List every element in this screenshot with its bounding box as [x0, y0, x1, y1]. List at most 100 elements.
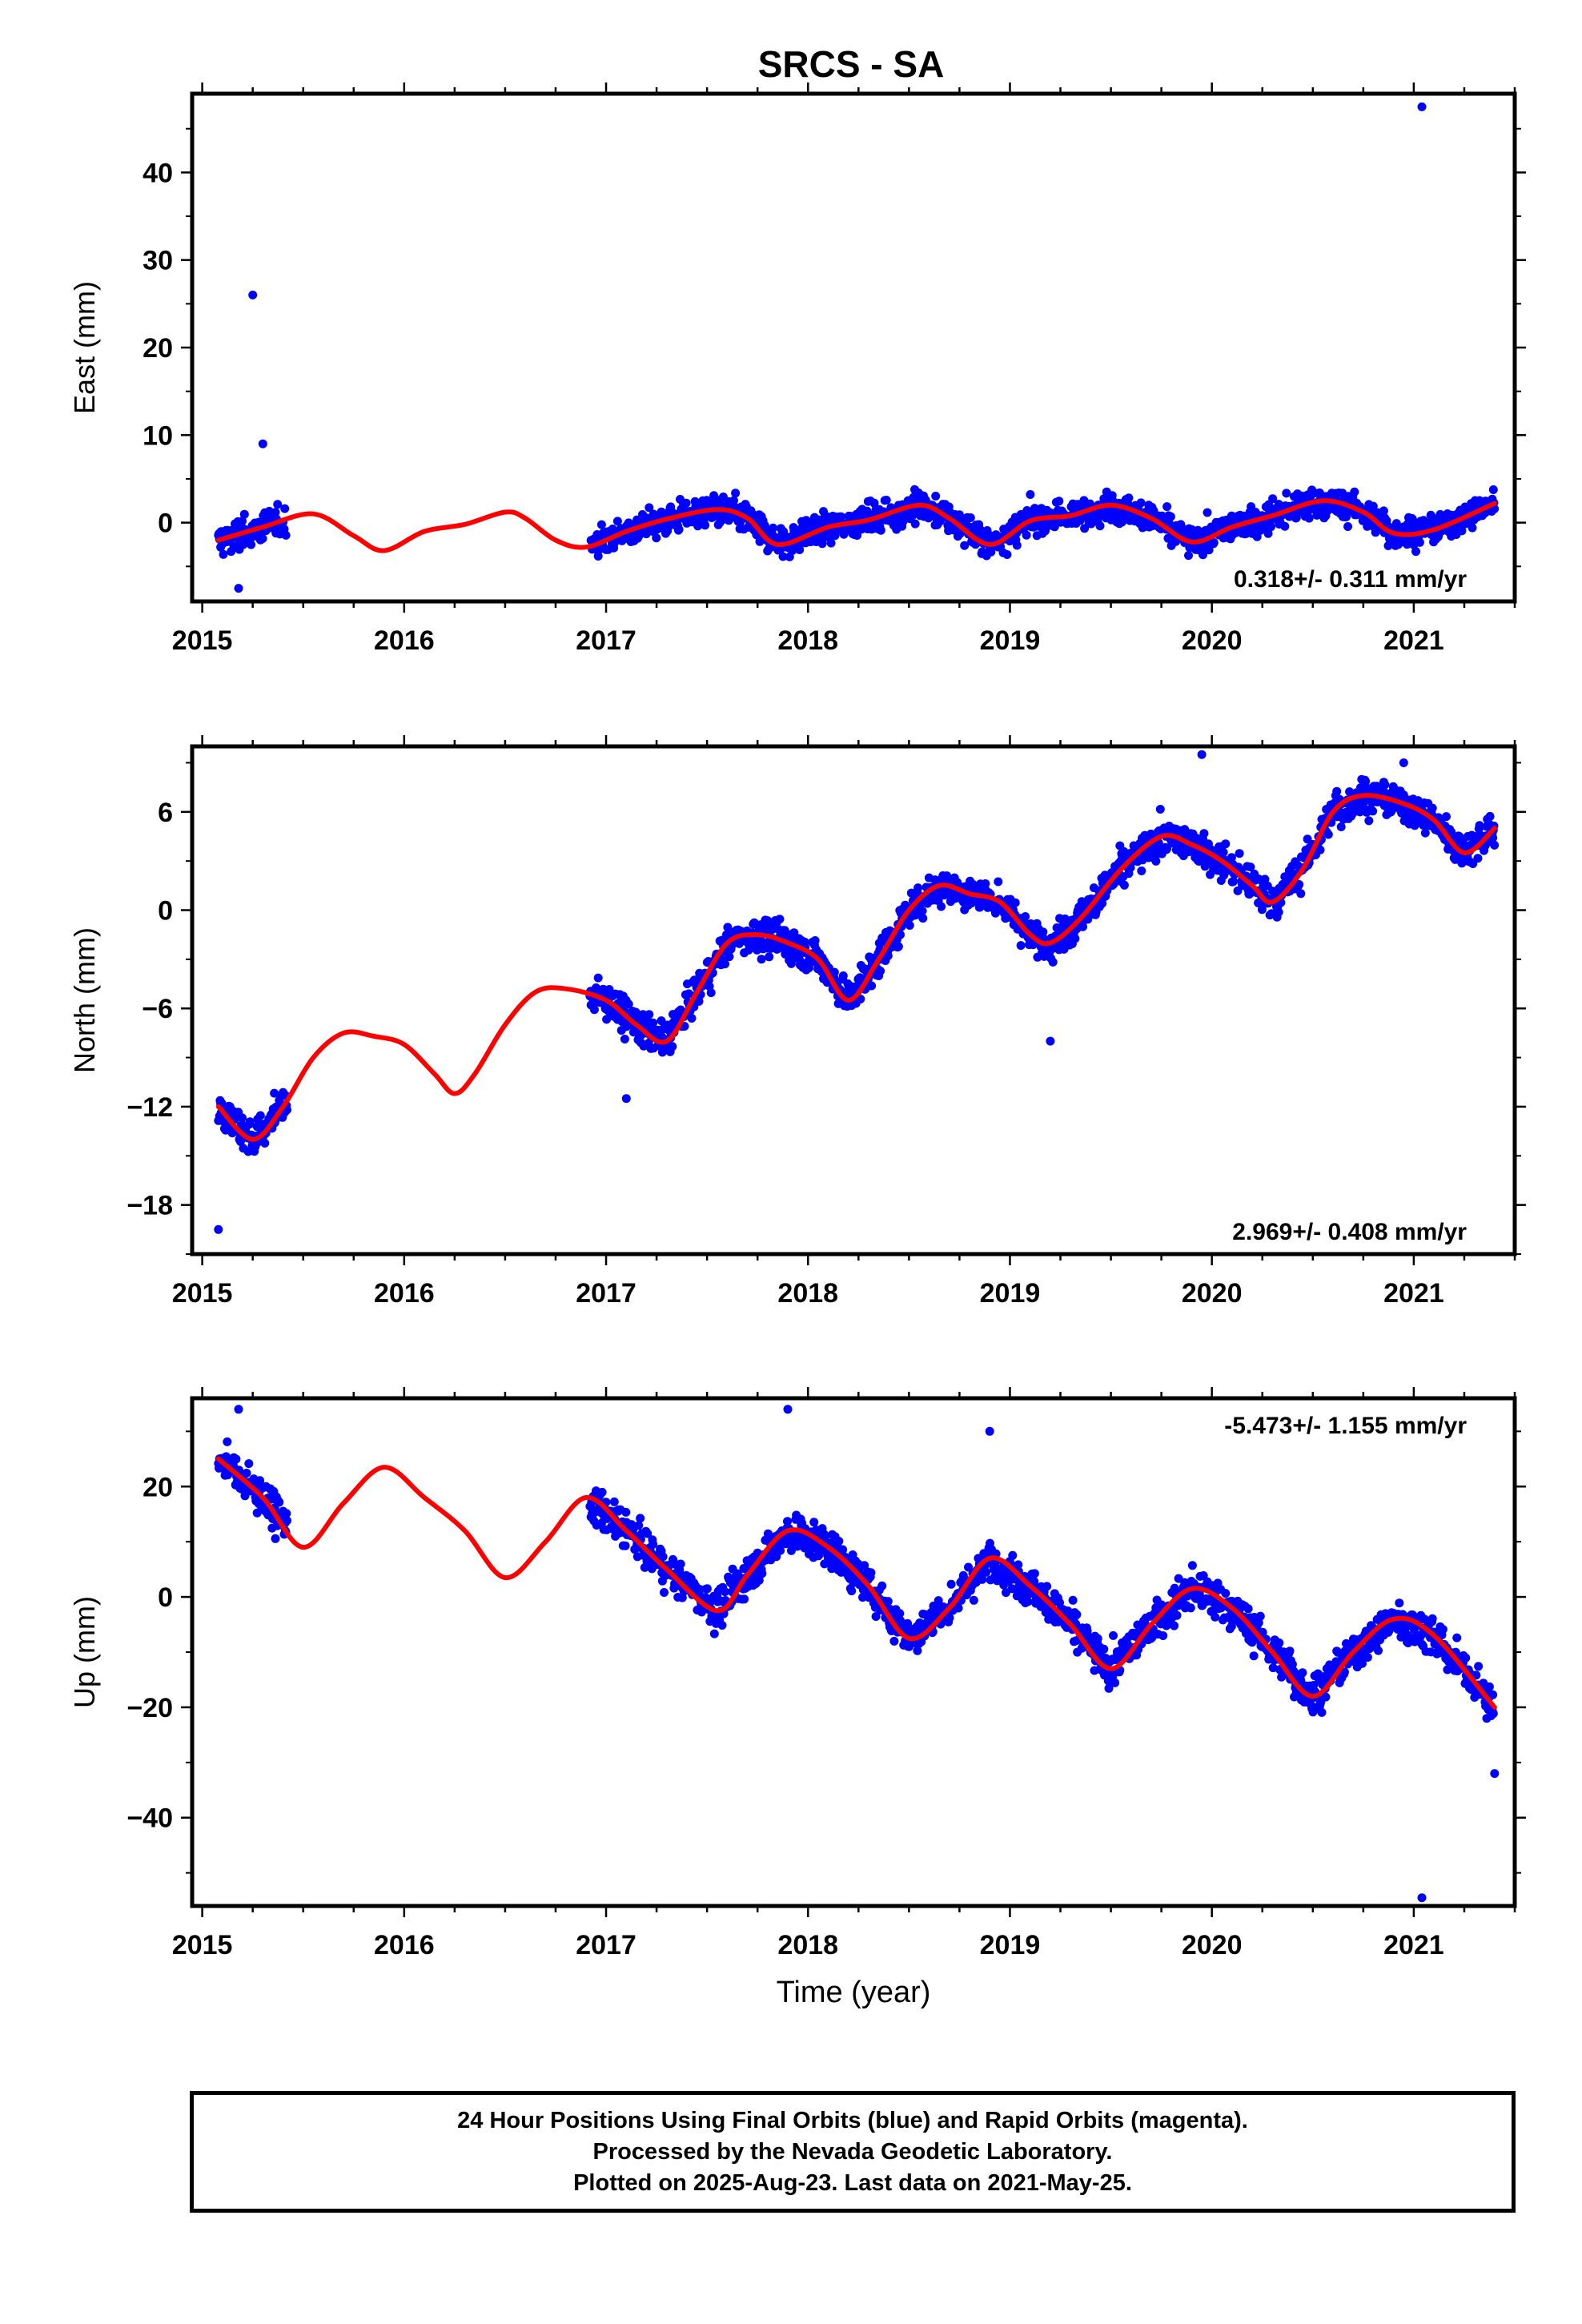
- data-point: [681, 498, 691, 508]
- data-point: [867, 981, 877, 991]
- data-point: [648, 1539, 658, 1549]
- data-point: [1080, 524, 1090, 533]
- plot-area: [214, 750, 1500, 1234]
- data-point: [937, 902, 946, 911]
- caption-box: 24 Hour Positions Using Final Orbits (bl…: [190, 2091, 1516, 2213]
- data-point: [1490, 840, 1500, 850]
- data-point: [954, 1603, 963, 1613]
- data-point: [826, 538, 836, 548]
- data-point: [656, 523, 665, 533]
- data-point: [1257, 905, 1267, 915]
- data-point: [823, 532, 833, 541]
- data-point: [788, 546, 797, 555]
- data-point: [1255, 1611, 1265, 1621]
- data-point: [721, 1587, 729, 1597]
- data-point: [1268, 494, 1278, 504]
- data-point: [1030, 1569, 1039, 1578]
- x-tick-label: 2021: [1383, 1278, 1444, 1309]
- data-point: [1170, 1621, 1179, 1630]
- data-point: [896, 930, 905, 939]
- outlier-point: [234, 584, 243, 593]
- data-point: [1203, 508, 1212, 517]
- data-point: [1155, 805, 1165, 814]
- data-point: [1368, 806, 1378, 816]
- data-point: [1350, 487, 1359, 497]
- data-point: [883, 951, 893, 960]
- data-point: [1280, 521, 1290, 531]
- data-point: [593, 552, 603, 561]
- data-point: [795, 545, 805, 554]
- data-point: [1072, 1610, 1082, 1619]
- data-point: [1268, 1663, 1278, 1673]
- data-point: [964, 1562, 973, 1572]
- plot-area: [214, 1405, 1500, 1903]
- data-point: [1050, 522, 1059, 532]
- data-point: [609, 1497, 619, 1506]
- data-point: [239, 509, 249, 519]
- data-point: [931, 492, 941, 501]
- rate-label: -5.473+/- 1.155 mm/yr: [1224, 1413, 1467, 1439]
- data-point: [1343, 522, 1352, 531]
- y-tick-label: −40: [126, 1803, 173, 1834]
- data-point: [1472, 1671, 1481, 1680]
- y-tick-label: 10: [143, 420, 173, 451]
- outlier-point: [1490, 1769, 1500, 1779]
- data-point: [1233, 886, 1243, 895]
- data-point: [1068, 1595, 1078, 1605]
- data-point: [231, 1454, 241, 1464]
- data-point: [1124, 493, 1134, 503]
- data-point: [1484, 1682, 1494, 1691]
- data-point: [1488, 485, 1498, 494]
- outlier-point: [783, 1405, 793, 1414]
- data-point: [876, 525, 885, 535]
- caption-line-2: Processed by the Nevada Geodetic Laborat…: [592, 2138, 1113, 2165]
- data-point: [1420, 1614, 1430, 1624]
- data-point: [280, 504, 290, 513]
- data-point: [1038, 927, 1048, 937]
- data-point: [223, 1437, 232, 1446]
- x-tick-label: 2018: [777, 1930, 838, 1960]
- data-point: [1468, 523, 1477, 533]
- data-point: [883, 1597, 893, 1606]
- data-point: [740, 1594, 749, 1604]
- data-point: [1095, 521, 1105, 531]
- data-point: [837, 512, 846, 521]
- data-point: [834, 1537, 844, 1546]
- data-point: [701, 521, 710, 530]
- data-point: [1415, 537, 1424, 547]
- data-point: [783, 1517, 792, 1526]
- x-axis-label: Time (year): [777, 1976, 931, 2009]
- rate-label: 2.969+/- 0.408 mm/yr: [1232, 1219, 1467, 1245]
- data-point: [769, 523, 778, 533]
- data-point: [644, 503, 654, 513]
- data-point: [634, 1521, 644, 1530]
- data-point: [1243, 1604, 1253, 1614]
- data-point: [620, 1541, 630, 1550]
- data-point: [838, 971, 848, 980]
- data-point: [1452, 1633, 1462, 1642]
- y-tick-label: 0: [158, 509, 173, 539]
- data-point: [589, 1005, 599, 1015]
- data-point: [1235, 849, 1244, 858]
- x-tick-label: 2017: [576, 1278, 636, 1309]
- x-tick-label: 2019: [980, 625, 1041, 656]
- scatter-points: [214, 774, 1500, 1156]
- data-point: [1209, 538, 1219, 547]
- outlier-point: [234, 1405, 243, 1414]
- outlier-point: [214, 1224, 223, 1234]
- data-point: [271, 508, 280, 517]
- data-point: [1010, 898, 1020, 907]
- x-tick-label: 2016: [374, 1930, 435, 1960]
- x-tick-label: 2015: [172, 1930, 233, 1960]
- plot-frame: [190, 1396, 1517, 1908]
- data-point: [1474, 1662, 1484, 1671]
- y-tick-label: −20: [126, 1693, 173, 1723]
- x-tick-label: 2017: [576, 625, 636, 656]
- data-point: [725, 952, 734, 962]
- model-curve: [215, 498, 1497, 553]
- data-point: [1199, 829, 1209, 838]
- data-point: [982, 1567, 991, 1577]
- data-point: [604, 985, 614, 994]
- data-point: [1374, 1646, 1383, 1655]
- data-point: [219, 549, 228, 559]
